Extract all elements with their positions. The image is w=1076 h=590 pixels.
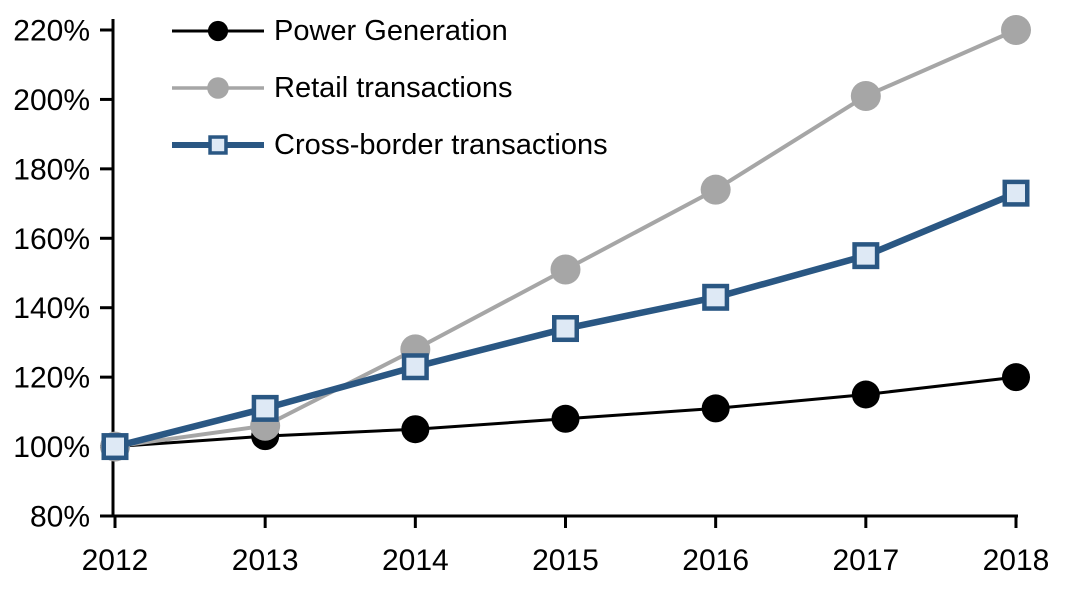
y-tick-label: 160% — [13, 223, 90, 256]
legend-sample-retail-transactions — [172, 77, 264, 99]
data-point-cross-border-transactions — [401, 353, 429, 381]
legend-item-cross-border-transactions: Cross-border transactions — [172, 125, 608, 165]
y-tick-label: 220% — [13, 15, 90, 48]
legend-item-retail-transactions: Retail transactions — [172, 68, 608, 108]
data-point-power-generation — [551, 404, 580, 433]
y-tick-label: 120% — [13, 362, 90, 395]
x-tick-label: 2014 — [382, 544, 449, 577]
data-point-power-generation — [1002, 363, 1030, 392]
x-tick-label: 2015 — [532, 544, 599, 577]
data-point-power-generation — [851, 380, 880, 409]
data-point-retail-transactions — [550, 254, 581, 285]
legend-label-cross-border-transactions: Cross-border transactions — [274, 128, 608, 161]
data-point-cross-border-transactions — [251, 394, 279, 422]
data-point-cross-border-transactions — [552, 315, 579, 343]
data-point-cross-border-transactions — [1002, 179, 1030, 207]
data-point-cross-border-transactions — [101, 433, 129, 461]
x-tick-label: 2013 — [232, 544, 299, 577]
y-tick-label: 200% — [13, 84, 90, 117]
legend-label-retail-transactions: Retail transactions — [274, 71, 513, 104]
y-tick-label: 180% — [13, 153, 90, 186]
legend-sample-power-generation — [172, 20, 264, 42]
data-point-retail-transactions — [850, 80, 881, 111]
data-point-cross-border-transactions — [852, 242, 880, 270]
legend-sample-square-marker — [208, 135, 228, 155]
data-point-power-generation — [701, 394, 730, 423]
y-tick-label: 80% — [30, 501, 90, 534]
y-tick-label: 100% — [13, 431, 90, 464]
x-tick-label: 2016 — [682, 544, 749, 577]
x-tick-label: 2017 — [832, 544, 899, 577]
legend-sample-circle-marker — [207, 77, 229, 99]
data-point-cross-border-transactions — [702, 283, 730, 311]
chart-legend: Power Generation Retail transactions Cro… — [172, 11, 608, 165]
x-tick-label: 2018 — [983, 544, 1050, 577]
legend-sample-cross-border-transactions — [172, 135, 264, 155]
y-tick-label: 140% — [13, 292, 90, 325]
data-point-power-generation — [401, 415, 430, 444]
legend-item-power-generation: Power Generation — [172, 11, 608, 51]
x-tick-label: 2012 — [82, 544, 149, 577]
legend-sample-circle-marker — [207, 20, 229, 42]
data-point-retail-transactions — [700, 174, 731, 205]
legend-label-power-generation: Power Generation — [274, 14, 508, 47]
data-point-retail-transactions — [1001, 15, 1031, 45]
